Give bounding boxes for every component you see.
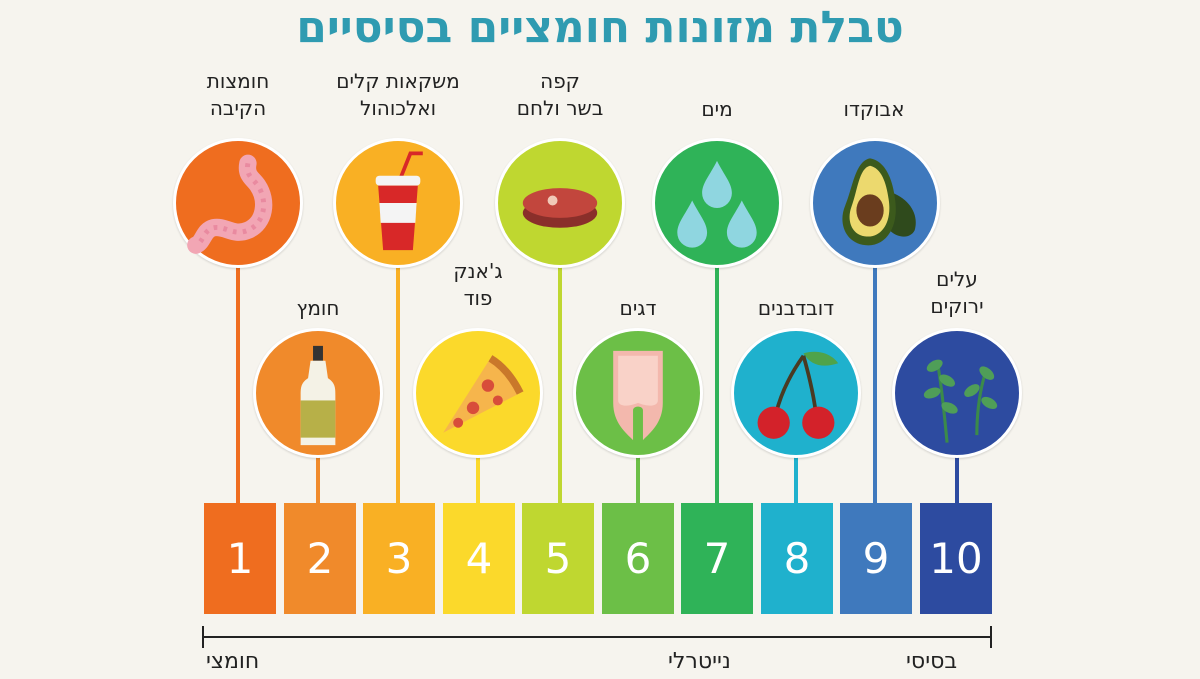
label-cherries: דובדבנים bbox=[757, 296, 835, 320]
connector-line bbox=[396, 265, 400, 503]
ph-box-9: 9 bbox=[840, 503, 912, 614]
circle-vinegar bbox=[253, 328, 383, 458]
scale-label-neutral: נייטרלי bbox=[668, 649, 731, 674]
stomach-icon bbox=[187, 154, 273, 254]
label-soft-drinks-alcohol: משקאות קלים ואלכוהול bbox=[336, 69, 460, 120]
connector-line bbox=[794, 456, 798, 503]
steak-icon bbox=[522, 188, 598, 228]
circle-soft-drinks bbox=[333, 138, 463, 268]
ph-box-5: 5 bbox=[522, 503, 594, 614]
circle-junk-food bbox=[413, 328, 543, 458]
connector-line bbox=[236, 265, 240, 503]
scale-tick-right bbox=[990, 626, 992, 648]
label-avocado: אבוקדו bbox=[843, 97, 905, 121]
circle-coffee-meat-bread bbox=[495, 138, 625, 268]
label-green-leaves: עלים ירוקים bbox=[930, 267, 984, 318]
label-fish: דגים bbox=[619, 296, 657, 320]
circle-green-leaves bbox=[892, 328, 1022, 458]
label-water: מים bbox=[701, 97, 733, 121]
connector-line bbox=[316, 456, 320, 503]
connector-line bbox=[955, 456, 959, 503]
page-title: טבלת מזונות חומציים בסיסיים bbox=[296, 2, 904, 53]
circle-avocado bbox=[810, 138, 940, 268]
ph-box-1: 1 bbox=[204, 503, 276, 614]
connector-line bbox=[476, 456, 480, 503]
ph-box-8: 8 bbox=[761, 503, 833, 614]
pizza-slice-icon bbox=[443, 355, 524, 433]
circle-stomach-acid bbox=[173, 138, 303, 268]
connector-line bbox=[636, 456, 640, 503]
label-junk-food: ג'אנק פוד bbox=[453, 259, 503, 310]
label-coffee-meat-bread: קפה בשר ולחם bbox=[516, 69, 604, 120]
ph-box-4: 4 bbox=[443, 503, 515, 614]
label-vinegar: חומץ bbox=[296, 296, 340, 320]
cherries-icon bbox=[757, 351, 839, 439]
scale-label-basic: בסיסי bbox=[906, 649, 958, 674]
connector-line bbox=[715, 265, 719, 503]
scale-tick-left bbox=[202, 626, 204, 648]
soda-cup-icon bbox=[375, 151, 423, 251]
green-leaves-icon bbox=[923, 359, 998, 443]
connector-line bbox=[558, 265, 562, 503]
avocado-icon bbox=[842, 158, 916, 246]
ph-box-6: 6 bbox=[602, 503, 674, 614]
ph-box-7: 7 bbox=[681, 503, 753, 614]
label-stomach-acid: חומצות הקיבה bbox=[206, 69, 270, 120]
scale-label-acidic: חומצי bbox=[206, 649, 260, 674]
ph-box-10: 10 bbox=[920, 503, 992, 614]
ph-scale-axis bbox=[202, 636, 992, 638]
fish-steak-icon bbox=[613, 350, 663, 441]
ph-box-2: 2 bbox=[284, 503, 356, 614]
circle-cherries bbox=[731, 328, 861, 458]
ph-box-3: 3 bbox=[363, 503, 435, 614]
connector-line bbox=[873, 265, 877, 503]
circle-fish bbox=[573, 328, 703, 458]
circle-water bbox=[652, 138, 782, 268]
vinegar-bottle-icon bbox=[300, 345, 336, 446]
water-drops-icon bbox=[677, 160, 757, 248]
